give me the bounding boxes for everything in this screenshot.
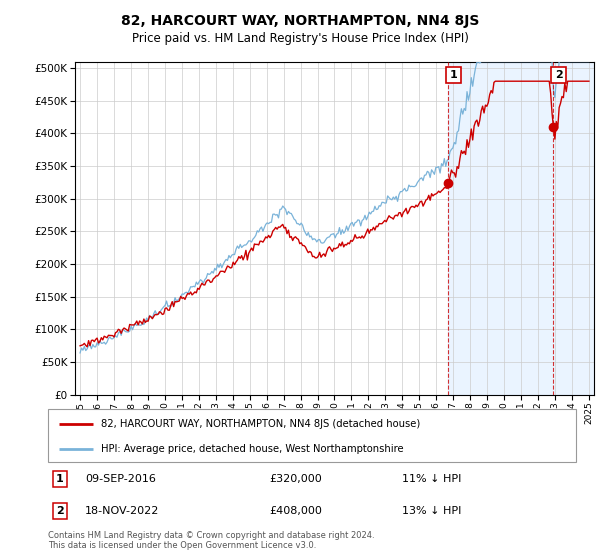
Text: 1: 1 — [56, 474, 64, 484]
Text: 82, HARCOURT WAY, NORTHAMPTON, NN4 8JS: 82, HARCOURT WAY, NORTHAMPTON, NN4 8JS — [121, 14, 479, 28]
Text: Contains HM Land Registry data © Crown copyright and database right 2024.
This d: Contains HM Land Registry data © Crown c… — [48, 531, 374, 550]
Text: 18-NOV-2022: 18-NOV-2022 — [85, 506, 160, 516]
Text: 1: 1 — [450, 70, 458, 80]
Text: £408,000: £408,000 — [270, 506, 323, 516]
Text: HPI: Average price, detached house, West Northamptonshire: HPI: Average price, detached house, West… — [101, 444, 403, 454]
Text: 13% ↓ HPI: 13% ↓ HPI — [402, 506, 461, 516]
Text: 82, HARCOURT WAY, NORTHAMPTON, NN4 8JS (detached house): 82, HARCOURT WAY, NORTHAMPTON, NN4 8JS (… — [101, 419, 420, 429]
Text: £320,000: £320,000 — [270, 474, 323, 484]
Text: 11% ↓ HPI: 11% ↓ HPI — [402, 474, 461, 484]
Text: 2: 2 — [56, 506, 64, 516]
FancyBboxPatch shape — [48, 409, 576, 462]
Text: Price paid vs. HM Land Registry's House Price Index (HPI): Price paid vs. HM Land Registry's House … — [131, 32, 469, 45]
Text: 09-SEP-2016: 09-SEP-2016 — [85, 474, 156, 484]
Text: 2: 2 — [554, 70, 562, 80]
